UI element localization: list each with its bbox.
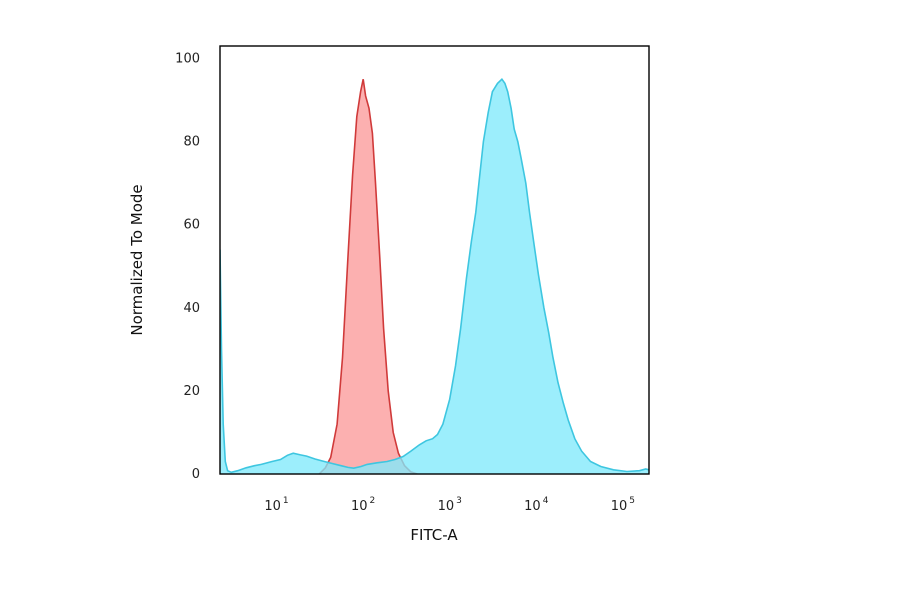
series-0-area <box>319 79 418 474</box>
y-tick-label: 20 <box>183 384 200 399</box>
x-axis-title: FITC-A <box>410 526 458 544</box>
y-tick-label: 60 <box>183 218 200 233</box>
x-tick-label: 10 1 <box>264 496 288 514</box>
y-tick-label: 0 <box>192 467 200 482</box>
series-1-line <box>220 77 649 474</box>
y-tick-label: 80 <box>183 135 200 150</box>
y-tick-label: 40 <box>183 301 200 316</box>
tick-layer: 0 20 40 60 80 100 10 1 10 2 10 3 10 4 10 5 <box>175 51 635 514</box>
plot-frame <box>219 45 650 475</box>
x-tick-label: 10 5 <box>611 496 635 514</box>
series-1-area <box>220 79 649 474</box>
x-tick-label: 10 2 <box>351 496 375 514</box>
x-tick-label: 10 4 <box>524 496 549 514</box>
x-tick-label: 10 3 <box>438 496 462 514</box>
series-layer <box>220 77 649 474</box>
y-axis-title: Normalized To Mode <box>128 184 146 335</box>
series-0-line <box>318 79 418 474</box>
y-tick-label: 100 <box>175 51 200 66</box>
